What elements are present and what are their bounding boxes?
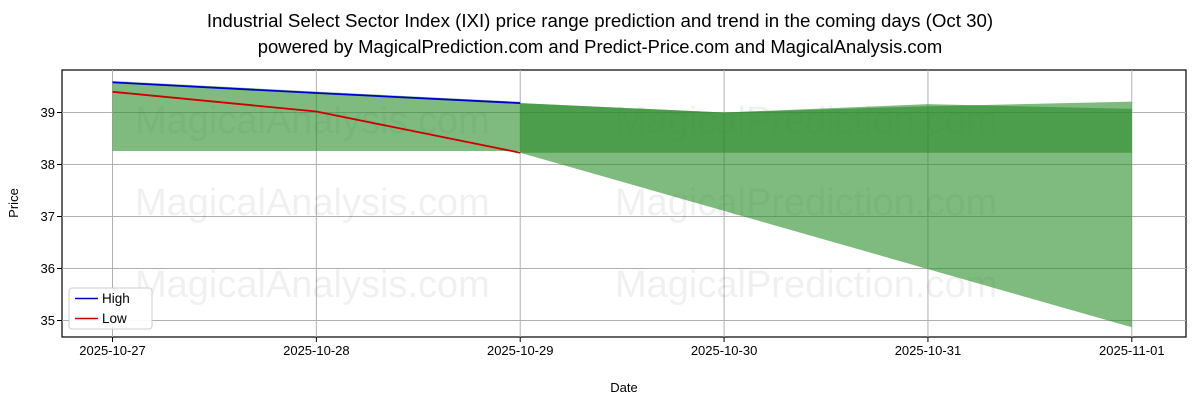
svg-text:2025-10-31: 2025-10-31 [895, 343, 962, 358]
svg-text:MagicalAnalysis.com: MagicalAnalysis.com [135, 182, 490, 224]
svg-text:MagicalAnalysis.com: MagicalAnalysis.com [135, 264, 490, 306]
svg-text:39: 39 [41, 105, 55, 120]
svg-text:2025-11-01: 2025-11-01 [1099, 343, 1165, 358]
svg-text:2025-10-29: 2025-10-29 [487, 343, 554, 358]
svg-text:38: 38 [41, 157, 55, 172]
svg-text:2025-10-30: 2025-10-30 [691, 343, 758, 358]
svg-text:37: 37 [41, 209, 55, 224]
svg-text:Low: Low [102, 311, 127, 326]
svg-text:Date: Date [610, 380, 637, 395]
svg-text:Price: Price [6, 188, 21, 218]
svg-text:2025-10-28: 2025-10-28 [283, 343, 350, 358]
svg-text:36: 36 [41, 261, 55, 276]
svg-text:35: 35 [41, 313, 55, 328]
svg-text:2025-10-27: 2025-10-27 [79, 343, 146, 358]
svg-text:High: High [102, 291, 130, 306]
